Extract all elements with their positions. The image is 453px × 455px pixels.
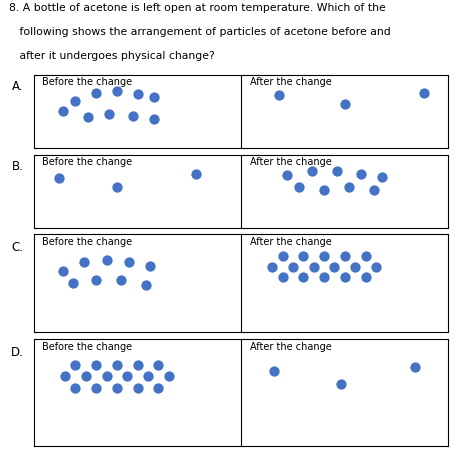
Point bbox=[103, 256, 110, 263]
Text: B.: B. bbox=[11, 160, 24, 173]
Point bbox=[59, 268, 67, 275]
Point bbox=[145, 373, 152, 380]
Point bbox=[275, 92, 282, 99]
Point bbox=[320, 186, 328, 193]
Point bbox=[154, 361, 162, 368]
Point bbox=[283, 172, 290, 179]
Point bbox=[341, 252, 348, 259]
Point bbox=[59, 108, 67, 115]
Text: after it undergoes physical change?: after it undergoes physical change? bbox=[9, 51, 215, 61]
Point bbox=[271, 368, 278, 375]
Point bbox=[412, 363, 419, 370]
Point bbox=[362, 274, 369, 281]
Text: 8. A bottle of acetone is left open at room temperature. Which of the: 8. A bottle of acetone is left open at r… bbox=[9, 3, 386, 13]
Point bbox=[362, 252, 369, 259]
Point bbox=[150, 115, 158, 122]
Point bbox=[92, 277, 100, 284]
Point bbox=[269, 263, 276, 270]
Point bbox=[125, 258, 133, 265]
Point bbox=[341, 101, 348, 108]
Point bbox=[296, 183, 303, 190]
Point bbox=[92, 384, 100, 392]
Point bbox=[124, 373, 131, 380]
Point bbox=[341, 274, 348, 281]
Point bbox=[146, 262, 154, 269]
Point bbox=[165, 373, 172, 380]
Point bbox=[358, 170, 365, 177]
Text: Before the change: Before the change bbox=[42, 237, 132, 247]
Point bbox=[333, 167, 340, 174]
Point bbox=[113, 361, 120, 368]
Text: Before the change: Before the change bbox=[42, 342, 132, 352]
Text: After the change: After the change bbox=[250, 342, 331, 352]
Point bbox=[134, 361, 141, 368]
Text: After the change: After the change bbox=[250, 157, 331, 167]
Point bbox=[117, 277, 125, 284]
Point bbox=[62, 373, 69, 380]
Point bbox=[310, 263, 318, 270]
Text: Before the change: Before the change bbox=[42, 157, 132, 167]
Point bbox=[379, 173, 386, 180]
Point bbox=[289, 263, 297, 270]
Point bbox=[279, 252, 286, 259]
Text: Before the change: Before the change bbox=[42, 77, 132, 87]
Point bbox=[72, 97, 79, 104]
Point bbox=[72, 361, 79, 368]
Point bbox=[80, 258, 87, 265]
Text: After the change: After the change bbox=[250, 237, 331, 247]
Point bbox=[331, 263, 338, 270]
Point bbox=[345, 183, 352, 190]
Point bbox=[92, 90, 100, 97]
Point bbox=[320, 252, 328, 259]
Point bbox=[279, 274, 286, 281]
Point bbox=[130, 112, 137, 120]
Text: following shows the arrangement of particles of acetone before and: following shows the arrangement of parti… bbox=[9, 27, 391, 37]
Point bbox=[82, 373, 89, 380]
Point bbox=[134, 384, 141, 392]
Point bbox=[420, 89, 427, 96]
Point bbox=[72, 384, 79, 392]
Point bbox=[84, 114, 92, 121]
Point bbox=[300, 274, 307, 281]
Point bbox=[142, 282, 149, 289]
Point bbox=[300, 252, 307, 259]
Point bbox=[113, 384, 120, 392]
Text: A.: A. bbox=[12, 80, 23, 93]
Point bbox=[150, 93, 158, 101]
Text: D.: D. bbox=[11, 346, 24, 359]
Point bbox=[352, 263, 359, 270]
Point bbox=[113, 87, 120, 95]
Point bbox=[103, 373, 110, 380]
Point bbox=[154, 384, 162, 392]
Point bbox=[105, 111, 112, 118]
Point bbox=[320, 274, 328, 281]
Point bbox=[337, 380, 344, 388]
Point bbox=[55, 174, 63, 182]
Point bbox=[308, 167, 315, 174]
Point bbox=[70, 279, 77, 287]
Point bbox=[372, 263, 380, 270]
Point bbox=[370, 186, 377, 193]
Point bbox=[92, 361, 100, 368]
Text: After the change: After the change bbox=[250, 77, 331, 87]
Point bbox=[192, 170, 199, 177]
Text: C.: C. bbox=[11, 241, 24, 254]
Point bbox=[134, 91, 141, 98]
Point bbox=[113, 184, 120, 191]
